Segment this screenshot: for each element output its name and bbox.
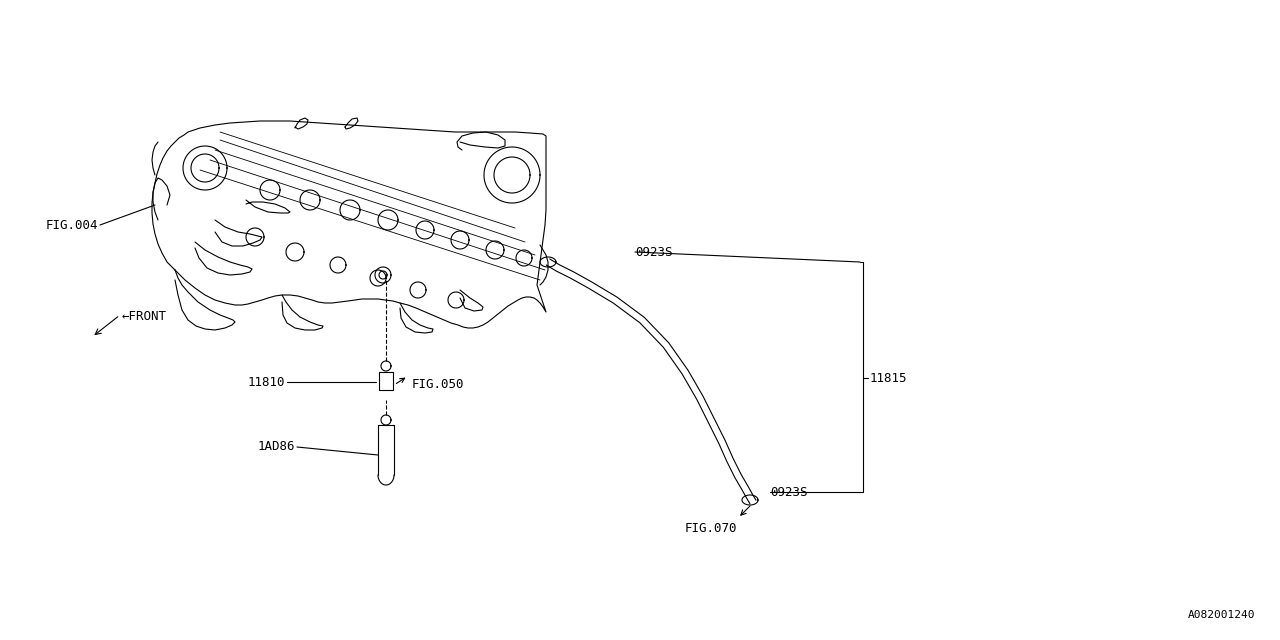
- Text: FIG.004: FIG.004: [46, 218, 99, 232]
- Text: 11810: 11810: [247, 376, 285, 388]
- Text: 11815: 11815: [870, 371, 908, 385]
- Text: A082001240: A082001240: [1188, 610, 1254, 620]
- Text: 1AD86: 1AD86: [257, 440, 294, 454]
- Text: 0923S: 0923S: [635, 246, 672, 259]
- Text: FIG.050: FIG.050: [412, 378, 465, 392]
- Text: ←FRONT: ←FRONT: [122, 310, 166, 323]
- Text: 0923S: 0923S: [771, 486, 808, 499]
- Text: FIG.070: FIG.070: [685, 522, 737, 534]
